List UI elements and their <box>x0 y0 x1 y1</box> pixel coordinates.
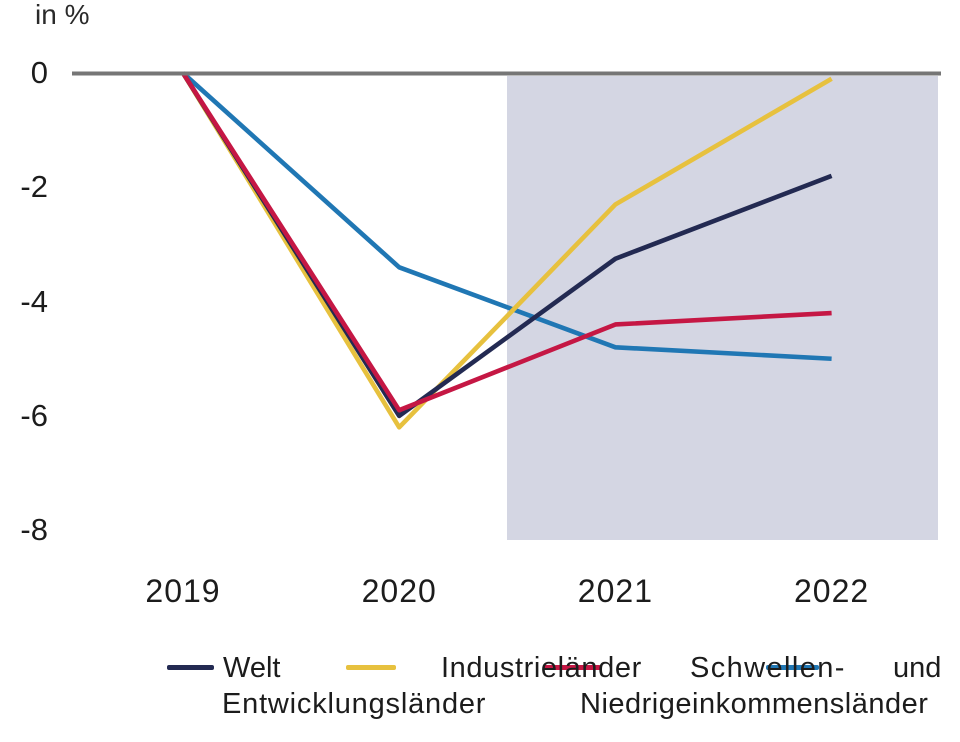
x-tick-label: 2020 <box>361 573 437 609</box>
y-tick-label: 0 <box>30 55 48 90</box>
y-tick-label: -2 <box>20 169 48 205</box>
forecast-shade-region <box>507 76 938 540</box>
x-tick-label: 2022 <box>794 573 870 609</box>
series-line-1 <box>181 71 833 430</box>
series-line-3 <box>181 71 832 362</box>
y-tick-label: -4 <box>20 283 48 319</box>
x-tick-label: 2019 <box>145 573 221 609</box>
y-tick-label: -8 <box>20 512 48 548</box>
x-tick-label: 2021 <box>577 573 653 609</box>
series-line-0 <box>181 71 833 419</box>
y-tick-label: -6 <box>20 397 48 433</box>
y-axis-unit-label: in % <box>35 0 90 30</box>
series-line-2 <box>181 71 832 413</box>
